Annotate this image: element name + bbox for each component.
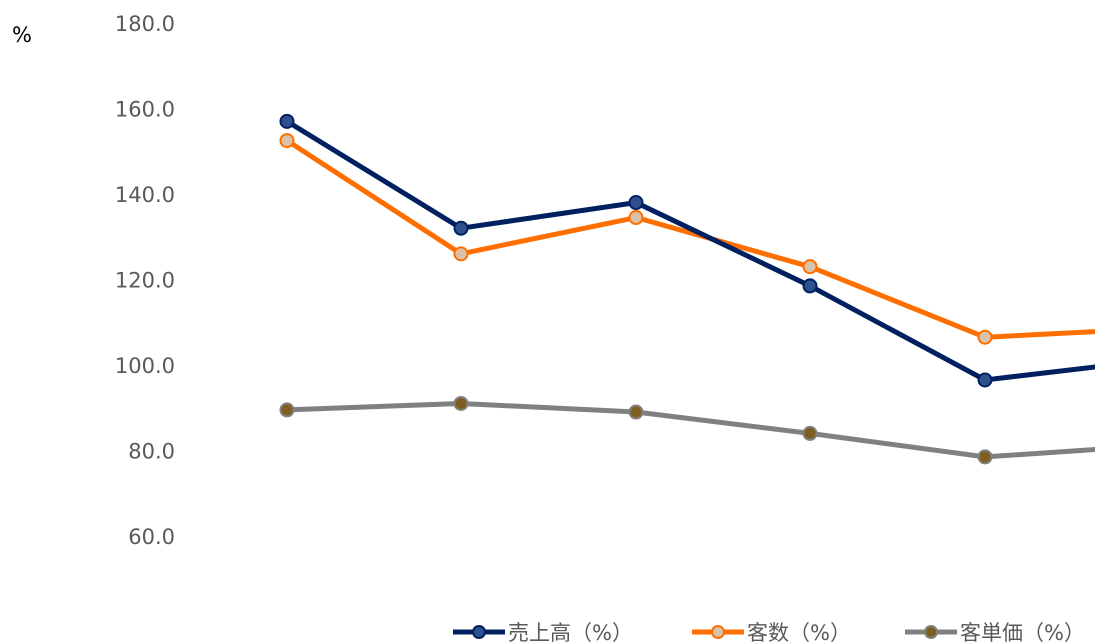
data-point [628,404,644,420]
series-lines [284,118,1095,460]
legend-swatch-marker [711,625,725,639]
series-line [284,138,1095,340]
legend-swatch-marker [472,625,486,639]
data-point [279,113,295,129]
legend-label: 客単価（%） [960,621,1085,643]
y-tick-label: 140.0 [115,183,175,207]
y-tick-label: 80.0 [128,440,175,464]
series-line [284,400,1095,460]
series-markers [279,113,993,465]
y-tick-label: 100.0 [115,354,175,378]
data-point [802,278,818,294]
data-point [453,220,469,236]
y-tick-label: 120.0 [115,269,175,293]
legend-item: 客数（%） [692,621,851,643]
y-tick-label: 60.0 [128,525,175,549]
data-point [628,195,644,211]
data-point [279,402,295,418]
data-point [279,133,295,149]
data-point [802,425,818,441]
data-point [453,246,469,262]
data-point [628,210,644,226]
y-tick-label: 160.0 [115,98,175,122]
series-line [284,118,1095,383]
data-point [977,449,993,465]
data-point [977,372,993,388]
y-axis-ticks: 180.0 160.0 140.0 120.0 100.0 80.0 60.0 [115,12,175,549]
legend-item: 客単価（%） [905,621,1085,643]
legend-label: 客数（%） [747,621,851,643]
data-point [453,395,469,411]
data-point [802,259,818,275]
legend-label: 売上高（%） [508,621,633,643]
y-tick-label: 180.0 [115,12,175,36]
data-point [977,329,993,345]
y-axis-unit-label: % [12,23,32,47]
legend-swatch-marker [924,625,938,639]
legend: 売上高（%） 客数（%） 客単価（%） [453,621,1085,643]
legend-item: 売上高（%） [453,621,633,643]
